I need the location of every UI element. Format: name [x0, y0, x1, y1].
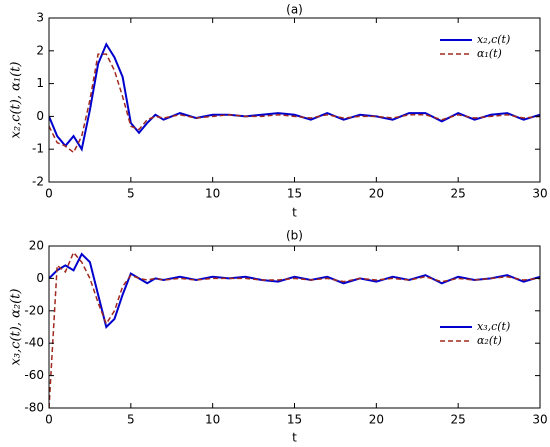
axes-box — [48, 245, 541, 409]
legend-label: α₂(t) — [477, 334, 502, 347]
y-tick-label: 3 — [36, 11, 44, 25]
legend-label: α₁(t) — [477, 47, 502, 60]
y-tick-label: 2 — [36, 43, 44, 57]
x-tick-label: 30 — [532, 187, 547, 201]
x-tick-label: 25 — [451, 187, 466, 201]
x-tick-label: 25 — [451, 413, 466, 427]
x-tick-label: 5 — [127, 413, 135, 427]
y-tick-label: 0 — [36, 271, 44, 285]
x-tick-label: 10 — [205, 413, 220, 427]
series-line — [49, 53, 540, 154]
axes-box — [48, 17, 541, 183]
y-tick-label: 0 — [36, 109, 44, 123]
y-tick-label: 1 — [36, 76, 44, 90]
y-tick-label: -1 — [32, 142, 44, 156]
x-tick-label: 0 — [45, 413, 53, 427]
x-tick-label: 30 — [532, 413, 547, 427]
y-tick-label: -80 — [24, 401, 44, 415]
series-line — [49, 252, 540, 329]
y-tick-label: -20 — [24, 303, 44, 317]
y-axis-label: x₂,c(t), α₁(t) — [9, 62, 24, 139]
x-tick-label: 20 — [369, 413, 384, 427]
legend-label: x₃,c(t) — [477, 320, 510, 333]
y-tick-label: -60 — [24, 368, 44, 382]
x-tick-label: 0 — [45, 187, 53, 201]
x-tick-label: 15 — [287, 187, 302, 201]
y-tick-label: 20 — [29, 239, 44, 253]
y-tick-label: -2 — [32, 175, 44, 189]
x-tick-label: 20 — [369, 187, 384, 201]
x-tick-label: 10 — [205, 187, 220, 201]
x-tick-label: 15 — [287, 413, 302, 427]
chart-title: (b) — [286, 229, 303, 243]
y-axis-label: x₃,c(t), α₂(t) — [9, 289, 24, 366]
chart-title: (a) — [286, 3, 303, 17]
legend-label: x₂,c(t) — [477, 33, 510, 46]
x-axis-label: t — [292, 431, 297, 445]
x-axis-label: t — [292, 206, 297, 220]
x-tick-label: 5 — [127, 187, 135, 201]
y-tick-label: -40 — [24, 336, 44, 350]
series-line — [49, 251, 540, 408]
